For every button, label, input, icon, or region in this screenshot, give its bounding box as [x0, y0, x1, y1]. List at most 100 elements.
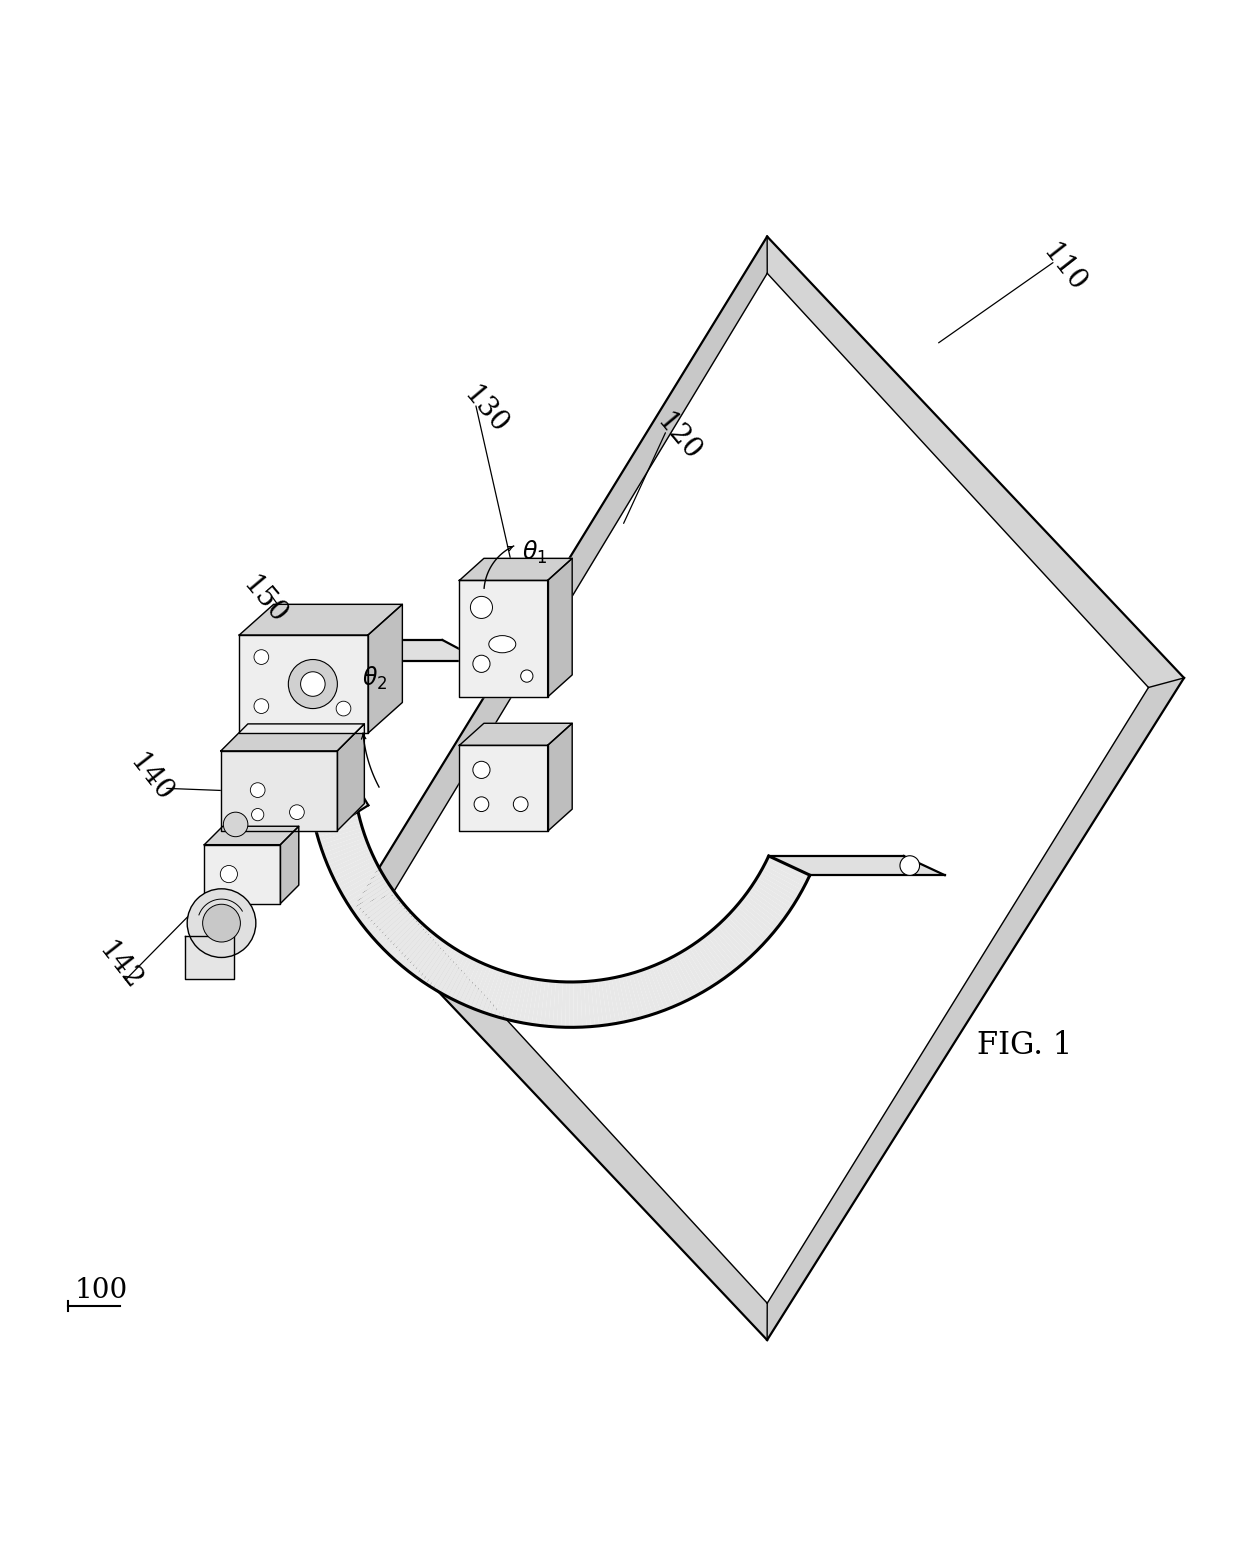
Polygon shape	[321, 835, 366, 854]
Polygon shape	[327, 792, 362, 810]
Polygon shape	[717, 923, 750, 959]
Polygon shape	[321, 675, 366, 694]
Text: 110: 110	[1037, 239, 1091, 298]
Polygon shape	[363, 899, 402, 930]
Polygon shape	[615, 976, 629, 1021]
Polygon shape	[553, 981, 559, 1027]
Text: 142: 142	[93, 937, 146, 995]
Polygon shape	[309, 737, 353, 745]
Polygon shape	[315, 698, 360, 714]
Polygon shape	[548, 559, 572, 697]
Polygon shape	[317, 771, 352, 784]
Polygon shape	[412, 937, 443, 976]
Polygon shape	[754, 880, 794, 908]
Polygon shape	[625, 975, 641, 1020]
Polygon shape	[321, 781, 356, 796]
Polygon shape	[308, 722, 345, 723]
Polygon shape	[658, 962, 681, 1006]
Polygon shape	[459, 723, 572, 745]
Polygon shape	[308, 762, 352, 767]
Polygon shape	[712, 928, 744, 965]
Polygon shape	[319, 683, 363, 700]
Polygon shape	[309, 742, 346, 748]
Polygon shape	[309, 740, 346, 747]
Polygon shape	[339, 639, 482, 661]
Polygon shape	[320, 650, 355, 664]
Circle shape	[254, 698, 269, 714]
Polygon shape	[584, 981, 590, 1027]
Polygon shape	[594, 981, 604, 1026]
Polygon shape	[527, 979, 538, 1024]
Polygon shape	[308, 740, 353, 748]
Polygon shape	[523, 978, 534, 1024]
Polygon shape	[309, 784, 353, 792]
Polygon shape	[605, 979, 616, 1024]
Polygon shape	[308, 757, 352, 762]
Polygon shape	[324, 785, 358, 802]
Polygon shape	[185, 936, 234, 979]
Polygon shape	[308, 773, 353, 779]
Polygon shape	[361, 896, 399, 927]
Polygon shape	[536, 979, 546, 1026]
Polygon shape	[308, 753, 353, 759]
Polygon shape	[310, 688, 346, 695]
Polygon shape	[326, 636, 360, 653]
Polygon shape	[491, 972, 507, 1017]
Polygon shape	[330, 629, 363, 647]
Polygon shape	[405, 934, 436, 972]
Polygon shape	[479, 968, 497, 1012]
Polygon shape	[347, 878, 387, 906]
Polygon shape	[737, 903, 774, 936]
Polygon shape	[332, 647, 374, 670]
Polygon shape	[312, 674, 348, 684]
Polygon shape	[311, 754, 348, 764]
Polygon shape	[311, 751, 347, 759]
Polygon shape	[692, 944, 720, 982]
Polygon shape	[319, 776, 355, 790]
Polygon shape	[356, 891, 396, 920]
Polygon shape	[310, 720, 356, 731]
Polygon shape	[544, 981, 552, 1026]
Polygon shape	[374, 909, 410, 944]
Polygon shape	[429, 948, 456, 989]
Polygon shape	[573, 982, 578, 1027]
Polygon shape	[311, 753, 347, 762]
Polygon shape	[619, 976, 632, 1021]
Polygon shape	[336, 804, 368, 824]
Polygon shape	[312, 807, 358, 821]
Polygon shape	[393, 925, 425, 961]
Polygon shape	[317, 656, 353, 669]
Polygon shape	[459, 745, 548, 832]
Polygon shape	[239, 635, 368, 733]
Polygon shape	[436, 951, 463, 993]
Text: 120: 120	[651, 408, 706, 466]
Polygon shape	[319, 827, 363, 846]
Polygon shape	[309, 743, 346, 751]
Circle shape	[202, 905, 241, 942]
Polygon shape	[309, 697, 345, 703]
Circle shape	[472, 655, 490, 672]
Polygon shape	[724, 916, 760, 951]
Polygon shape	[309, 739, 345, 745]
Polygon shape	[727, 914, 763, 948]
Polygon shape	[402, 931, 434, 968]
Circle shape	[479, 641, 498, 661]
Polygon shape	[749, 886, 789, 916]
Polygon shape	[308, 745, 353, 751]
Polygon shape	[475, 967, 495, 1010]
Polygon shape	[316, 660, 352, 674]
Circle shape	[300, 672, 325, 697]
Polygon shape	[221, 723, 365, 751]
Polygon shape	[312, 672, 350, 683]
Polygon shape	[611, 978, 624, 1023]
Polygon shape	[580, 981, 587, 1027]
Polygon shape	[507, 975, 521, 1020]
Polygon shape	[686, 947, 714, 987]
Polygon shape	[308, 712, 345, 715]
Polygon shape	[498, 973, 515, 1018]
Polygon shape	[325, 841, 368, 861]
Polygon shape	[322, 838, 367, 857]
Polygon shape	[315, 664, 351, 677]
Polygon shape	[310, 689, 346, 697]
Polygon shape	[308, 706, 345, 711]
